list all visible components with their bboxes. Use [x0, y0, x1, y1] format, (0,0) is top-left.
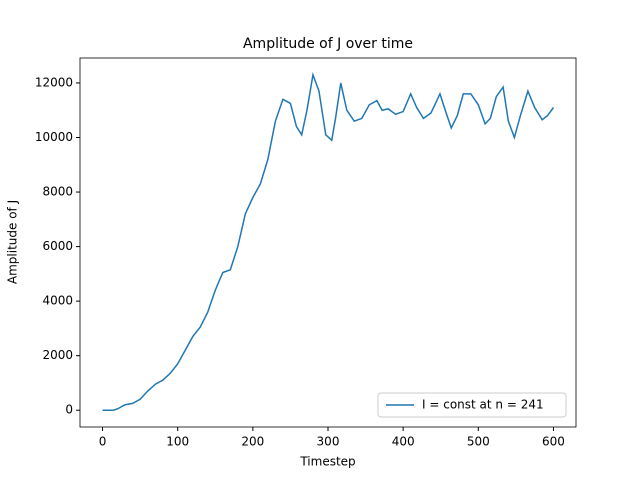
x-axis-label: Timestep — [299, 455, 355, 469]
chart-title: Amplitude of J over time — [243, 36, 413, 52]
data-line — [102, 71, 555, 411]
y-axis-label: Amplitude of J — [6, 200, 20, 284]
plot-frame — [79, 57, 577, 428]
y-tick-label: 0 — [65, 403, 73, 417]
x-tick-label: 500 — [467, 435, 490, 449]
y-tick-label: 12000 — [35, 75, 73, 89]
x-tick-label: 600 — [542, 435, 565, 449]
y-tick-label: 2000 — [42, 348, 73, 362]
y-tick-label: 4000 — [42, 294, 73, 308]
x-tick-label: 200 — [241, 435, 264, 449]
x-tick-label: 400 — [392, 435, 415, 449]
legend-box — [377, 392, 567, 418]
legend-label: I = const at n = 241 — [422, 398, 544, 412]
x-tick-label: 0 — [99, 435, 107, 449]
y-tick-label: 6000 — [42, 239, 73, 253]
x-tick-label: 100 — [166, 435, 189, 449]
y-tick-label: 10000 — [35, 130, 73, 144]
y-tick-label: 8000 — [42, 185, 73, 199]
x-tick-label: 300 — [317, 435, 340, 449]
